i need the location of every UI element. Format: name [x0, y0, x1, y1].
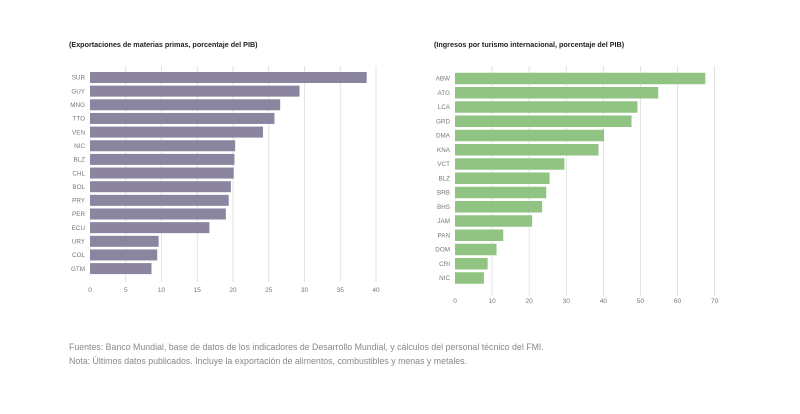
- bar-abw: [455, 72, 706, 85]
- category-label: COL: [72, 252, 85, 259]
- x-tick-label: 20: [526, 298, 534, 305]
- x-tick-label: 5: [124, 287, 128, 294]
- bar-dom: [455, 243, 497, 256]
- bar-ven: [90, 126, 264, 138]
- x-tick-label: 10: [158, 287, 166, 294]
- bar-ury: [90, 235, 159, 247]
- bar-bol: [90, 181, 231, 193]
- chart-commodity-exports: (Exportaciones de materias primas, porce…: [69, 40, 380, 294]
- category-label: SUR: [72, 75, 86, 82]
- x-tick-label: 30: [301, 287, 309, 294]
- category-label: BOL: [72, 184, 85, 191]
- x-tick-label: 50: [637, 298, 645, 305]
- bar-atg: [455, 87, 659, 99]
- category-label: GRD: [436, 118, 450, 125]
- bar-per: [90, 208, 226, 220]
- bar-cri: [455, 258, 488, 270]
- x-tick-label: 40: [600, 298, 608, 305]
- category-label: ABW: [436, 76, 450, 83]
- category-label: CHL: [72, 170, 85, 177]
- bar-guy: [90, 85, 300, 97]
- bar-blz: [90, 153, 235, 165]
- category-label: BHS: [437, 204, 450, 211]
- chart-tourism-receipts: (Ingresos por turismo internacional, por…: [434, 40, 719, 305]
- category-label: NIC: [439, 275, 450, 282]
- category-label: PER: [72, 211, 85, 218]
- bar-nic: [455, 272, 484, 284]
- x-tick-label: 15: [194, 287, 202, 294]
- category-label: BLZ: [438, 175, 450, 182]
- chart-title: (Ingresos por turismo internacional, por…: [434, 40, 625, 49]
- x-tick-label: 60: [674, 298, 682, 305]
- bar-brb: [455, 186, 547, 199]
- category-label: PAN: [438, 232, 451, 239]
- bar-col: [90, 249, 158, 261]
- bar-dma: [455, 129, 605, 142]
- footer-notes: Fuentes: Banco Mundial, base de datos de…: [69, 340, 544, 368]
- category-label: URY: [72, 239, 86, 246]
- footer-sources: Fuentes: Banco Mundial, base de datos de…: [69, 342, 544, 352]
- category-label: BLZ: [73, 157, 85, 164]
- x-tick-label: 30: [563, 298, 571, 305]
- bar-gtm: [90, 263, 152, 275]
- x-tick-label: 25: [265, 287, 273, 294]
- bar-grd: [455, 115, 632, 127]
- bar-ecu: [90, 222, 210, 234]
- footer-note: Nota: Últimos datos publicados. Incluye …: [69, 356, 468, 366]
- x-tick-label: 0: [88, 287, 92, 294]
- category-label: CRI: [439, 261, 450, 268]
- category-label: DOM: [435, 247, 450, 254]
- category-label: VCT: [437, 161, 450, 168]
- bar-blz: [455, 172, 550, 184]
- chart-title: (Exportaciones de materias primas, porce…: [69, 40, 258, 49]
- bar-jam: [455, 215, 533, 227]
- bar-bhs: [455, 201, 543, 213]
- category-label: DMA: [436, 133, 451, 140]
- bar-sur: [90, 72, 367, 83]
- bar-pry: [90, 194, 229, 206]
- category-label: JAM: [437, 218, 450, 225]
- bar-chl: [90, 167, 234, 179]
- x-tick-label: 20: [229, 287, 237, 294]
- category-label: TTO: [73, 116, 86, 123]
- bar-lca: [455, 101, 638, 113]
- category-label: GUY: [71, 88, 85, 95]
- x-tick-label: 70: [711, 298, 719, 305]
- bar-tto: [90, 112, 275, 124]
- category-label: ECU: [72, 225, 86, 232]
- bar-kna: [455, 144, 599, 156]
- x-tick-label: 35: [337, 287, 345, 294]
- x-tick-label: 10: [488, 298, 496, 305]
- bar-mng: [90, 99, 281, 111]
- category-label: LCA: [438, 104, 451, 111]
- category-label: KNA: [437, 147, 451, 154]
- bar-nic: [90, 140, 236, 152]
- bar-vct: [455, 158, 565, 170]
- category-label: GTM: [71, 266, 85, 273]
- x-tick-label: 0: [453, 298, 457, 305]
- category-label: MNG: [70, 102, 85, 109]
- category-label: NIC: [74, 143, 85, 150]
- category-label: BRB: [437, 190, 450, 197]
- category-label: VEN: [72, 129, 85, 136]
- category-label: ATG: [438, 90, 451, 97]
- category-label: PRY: [72, 198, 86, 205]
- x-tick-label: 40: [372, 287, 380, 294]
- bar-pan: [455, 229, 504, 241]
